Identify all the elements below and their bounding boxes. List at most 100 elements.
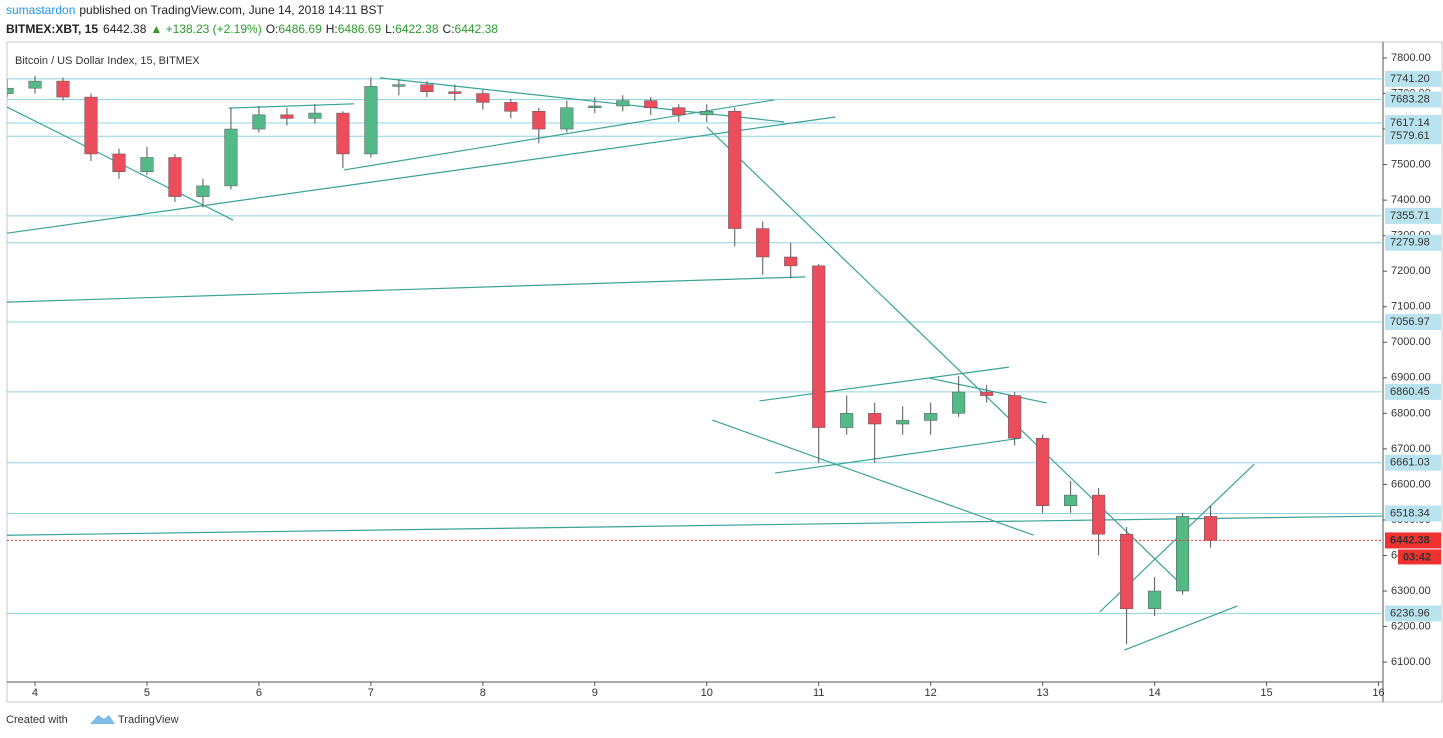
trendline	[379, 77, 785, 123]
candle-body	[756, 228, 770, 258]
candle-body	[728, 111, 742, 229]
x-tick-label: 8	[480, 687, 486, 699]
candle-body	[1064, 494, 1078, 506]
candle-body	[252, 114, 266, 130]
candle-body	[980, 391, 994, 396]
y-tick-label: 7500.00	[1391, 159, 1431, 171]
level-label-box	[1385, 383, 1441, 400]
candle-body	[616, 100, 630, 107]
level-label-box	[1385, 128, 1441, 145]
level-label: 7579.61	[1390, 130, 1430, 142]
candle-body	[1036, 437, 1050, 506]
x-tick-label: 9	[592, 687, 598, 699]
logo	[90, 715, 115, 724]
candle-body	[7, 87, 14, 94]
candle-body	[700, 111, 714, 116]
high-label: H:	[326, 22, 338, 36]
candle-body	[1148, 590, 1162, 610]
level-label: 6518.34	[1390, 507, 1430, 519]
symbol: BITMEX:XBT, 15	[6, 22, 98, 36]
trendline	[774, 437, 1021, 474]
legend-line: BITMEX:XBT, 15 6442.38 ▲ +138.23 (+2.19%) O…	[6, 22, 498, 36]
candle-body	[28, 80, 42, 89]
trendline	[1124, 605, 1238, 651]
x-tick-label: 10	[701, 687, 713, 699]
level-label-box	[1385, 505, 1441, 522]
countdown: 03:42	[1403, 551, 1431, 563]
open: 6486.69	[278, 22, 322, 36]
x-tick-label: 15	[1260, 687, 1272, 699]
candle-body	[476, 93, 490, 103]
y-tick-label: 7000.00	[1391, 336, 1431, 348]
candle-body	[364, 86, 378, 155]
candle-body	[1092, 494, 1106, 535]
candle-body	[784, 256, 798, 267]
candle-body	[532, 111, 546, 130]
candle-body	[588, 105, 602, 108]
level-label: 7279.98	[1390, 237, 1430, 249]
y-tick-label: 7400.00	[1391, 194, 1431, 206]
level-label-box	[1385, 605, 1441, 622]
level-label: 6236.96	[1390, 607, 1430, 619]
header-line: sumastardon published on TradingView.com,…	[6, 3, 384, 17]
trendline	[759, 366, 1010, 402]
trendline	[7, 116, 836, 234]
candle-body	[280, 114, 294, 119]
x-tick-label: 13	[1037, 687, 1049, 699]
level-label-box	[1385, 454, 1441, 471]
candle-body	[84, 96, 98, 155]
y-tick-label: 6600.00	[1391, 478, 1431, 490]
high: 6486.69	[338, 22, 382, 36]
candle-body	[840, 413, 854, 428]
level-label: 7741.20	[1390, 73, 1430, 85]
low-label: L:	[385, 22, 395, 36]
candle-body	[392, 84, 406, 87]
trendline	[228, 103, 355, 109]
plot	[7, 75, 1383, 651]
last: 6442.38	[103, 22, 147, 36]
footer-text: Created with	[6, 714, 68, 726]
level-label: 6860.45	[1390, 386, 1430, 398]
trendline	[7, 276, 806, 303]
candle-body	[224, 128, 238, 187]
candle-body	[1008, 395, 1022, 439]
current-price-box	[1385, 532, 1441, 549]
candle-body	[644, 100, 658, 108]
change: ▲ +138.23 (+2.19%)	[150, 22, 261, 36]
level-label-box	[1385, 70, 1441, 87]
level-label: 7355.71	[1390, 210, 1430, 222]
x-tick-label: 6	[256, 687, 262, 699]
candle-body	[924, 413, 938, 421]
candle-body	[336, 112, 350, 155]
candle-body	[196, 185, 210, 197]
close: 6442.38	[455, 22, 499, 36]
open-label: O:	[266, 22, 279, 36]
level-label-box	[1385, 114, 1441, 131]
y-tick-label: 6300.00	[1391, 585, 1431, 597]
candle-body	[896, 420, 910, 425]
candle-body	[56, 80, 70, 98]
candle-body	[560, 107, 574, 130]
level-label-box	[1385, 91, 1441, 108]
candle-body	[168, 157, 182, 197]
trendline	[712, 419, 1034, 536]
footer-brand[interactable]: TradingView	[118, 714, 179, 726]
trendline	[7, 515, 1383, 536]
candle-body	[448, 91, 462, 94]
low: 6422.38	[395, 22, 439, 36]
y-tick-label: 6900.00	[1391, 372, 1431, 384]
x-tick-label: 5	[144, 687, 150, 699]
candle-body	[952, 391, 966, 414]
candle-body	[504, 102, 518, 112]
candle-body	[812, 265, 826, 428]
y-tick-label: 7800.00	[1391, 52, 1431, 64]
x-tick-label: 7	[368, 687, 374, 699]
y-tick-label: 6100.00	[1391, 656, 1431, 668]
published: published on TradingView.com, June 14, 2…	[79, 3, 384, 17]
author[interactable]: sumastardon	[6, 3, 75, 17]
candle-body	[1176, 516, 1190, 592]
frame	[6, 41, 1443, 703]
